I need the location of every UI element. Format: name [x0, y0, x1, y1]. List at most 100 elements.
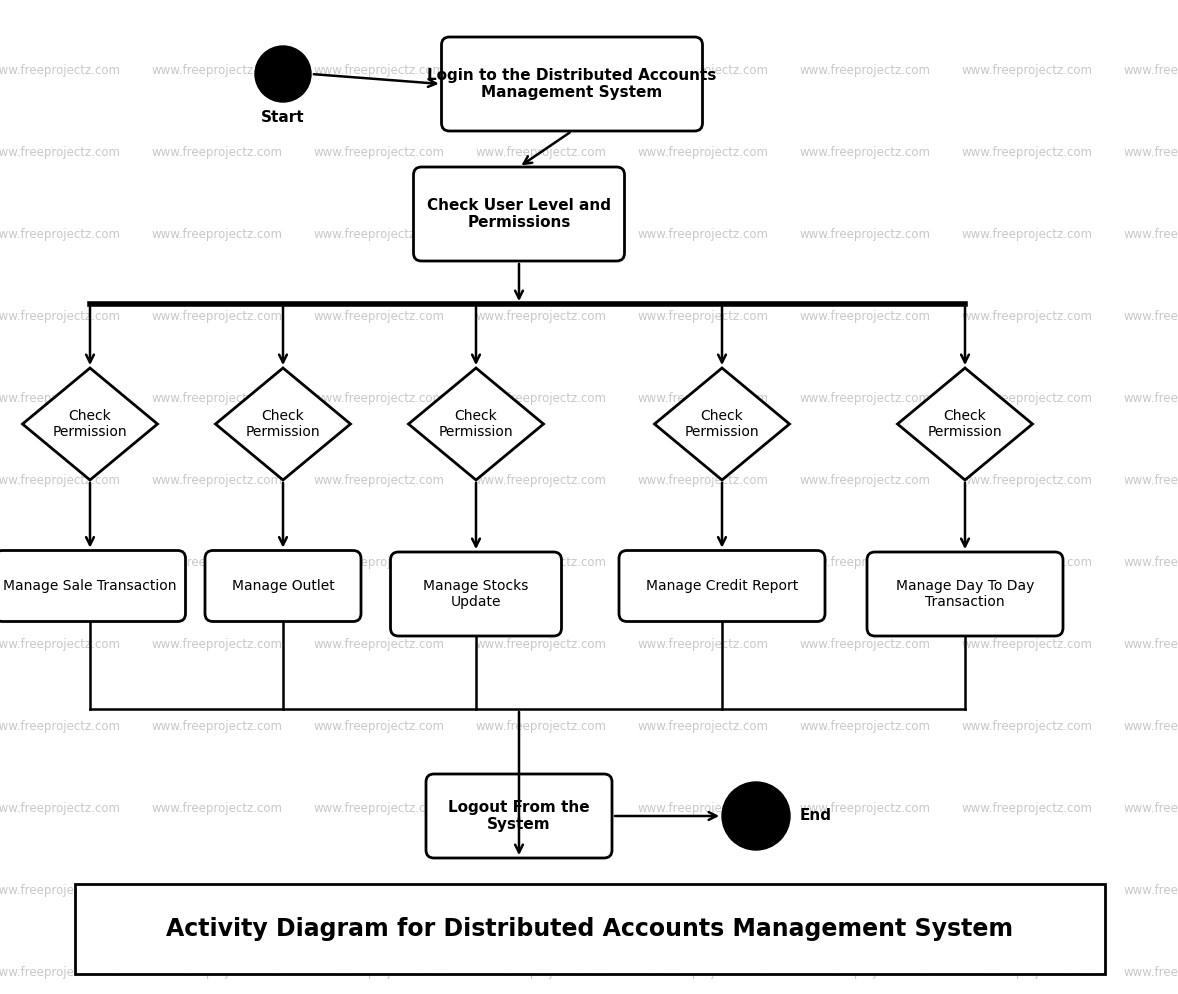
Text: www.freeprojectz.com: www.freeprojectz.com [476, 556, 607, 569]
FancyBboxPatch shape [205, 551, 360, 621]
Text: www.freeprojectz.com: www.freeprojectz.com [315, 884, 445, 897]
Text: www.freeprojectz.com: www.freeprojectz.com [638, 474, 769, 487]
Text: www.freeprojectz.com: www.freeprojectz.com [476, 966, 607, 979]
Text: www.freeprojectz.com: www.freeprojectz.com [962, 802, 1093, 815]
Polygon shape [409, 368, 543, 480]
Text: www.freeprojectz.com: www.freeprojectz.com [476, 802, 607, 815]
Text: www.freeprojectz.com: www.freeprojectz.com [476, 392, 607, 405]
Text: Check
Permission: Check Permission [246, 409, 320, 439]
Text: www.freeprojectz.com: www.freeprojectz.com [800, 884, 931, 897]
FancyBboxPatch shape [0, 551, 185, 621]
Text: www.freeprojectz.com: www.freeprojectz.com [1124, 884, 1178, 897]
Text: www.freeprojectz.com: www.freeprojectz.com [638, 802, 769, 815]
Text: www.freeprojectz.com: www.freeprojectz.com [0, 556, 121, 569]
Text: www.freeprojectz.com: www.freeprojectz.com [152, 146, 283, 159]
Text: www.freeprojectz.com: www.freeprojectz.com [476, 638, 607, 651]
Text: www.freeprojectz.com: www.freeprojectz.com [962, 146, 1093, 159]
Text: www.freeprojectz.com: www.freeprojectz.com [1124, 720, 1178, 733]
Text: www.freeprojectz.com: www.freeprojectz.com [800, 64, 931, 77]
Text: www.freeprojectz.com: www.freeprojectz.com [962, 310, 1093, 323]
Polygon shape [898, 368, 1032, 480]
Text: www.freeprojectz.com: www.freeprojectz.com [476, 228, 607, 241]
Text: www.freeprojectz.com: www.freeprojectz.com [152, 720, 283, 733]
Text: www.freeprojectz.com: www.freeprojectz.com [152, 556, 283, 569]
Text: www.freeprojectz.com: www.freeprojectz.com [476, 146, 607, 159]
Text: www.freeprojectz.com: www.freeprojectz.com [0, 64, 121, 77]
FancyBboxPatch shape [413, 167, 624, 261]
Text: www.freeprojectz.com: www.freeprojectz.com [315, 310, 445, 323]
Text: www.freeprojectz.com: www.freeprojectz.com [962, 720, 1093, 733]
Text: www.freeprojectz.com: www.freeprojectz.com [476, 310, 607, 323]
Text: www.freeprojectz.com: www.freeprojectz.com [962, 556, 1093, 569]
Text: Activity Diagram for Distributed Accounts Management System: Activity Diagram for Distributed Account… [166, 917, 1013, 941]
FancyBboxPatch shape [426, 774, 613, 858]
Text: Manage Credit Report: Manage Credit Report [646, 579, 799, 593]
Text: www.freeprojectz.com: www.freeprojectz.com [315, 146, 445, 159]
Text: www.freeprojectz.com: www.freeprojectz.com [800, 228, 931, 241]
Text: Login to the Distributed Accounts
Management System: Login to the Distributed Accounts Manage… [428, 68, 716, 100]
Text: www.freeprojectz.com: www.freeprojectz.com [0, 474, 121, 487]
Text: www.freeprojectz.com: www.freeprojectz.com [638, 884, 769, 897]
Text: Manage Day To Day
Transaction: Manage Day To Day Transaction [895, 579, 1034, 609]
Text: www.freeprojectz.com: www.freeprojectz.com [0, 310, 121, 323]
Text: www.freeprojectz.com: www.freeprojectz.com [1124, 228, 1178, 241]
FancyBboxPatch shape [618, 551, 825, 621]
Text: Manage Stocks
Update: Manage Stocks Update [423, 579, 529, 609]
Text: www.freeprojectz.com: www.freeprojectz.com [1124, 310, 1178, 323]
Text: www.freeprojectz.com: www.freeprojectz.com [0, 392, 121, 405]
Text: www.freeprojectz.com: www.freeprojectz.com [152, 474, 283, 487]
Text: www.freeprojectz.com: www.freeprojectz.com [0, 720, 121, 733]
Text: Check User Level and
Permissions: Check User Level and Permissions [426, 198, 611, 231]
Text: www.freeprojectz.com: www.freeprojectz.com [152, 966, 283, 979]
FancyBboxPatch shape [442, 37, 702, 131]
FancyBboxPatch shape [867, 552, 1063, 636]
Text: www.freeprojectz.com: www.freeprojectz.com [315, 474, 445, 487]
Text: Start: Start [262, 110, 305, 125]
Text: www.freeprojectz.com: www.freeprojectz.com [0, 802, 121, 815]
Text: www.freeprojectz.com: www.freeprojectz.com [962, 64, 1093, 77]
Polygon shape [22, 368, 158, 480]
FancyBboxPatch shape [390, 552, 562, 636]
Text: www.freeprojectz.com: www.freeprojectz.com [152, 802, 283, 815]
Text: Logout From the
System: Logout From the System [448, 800, 590, 832]
Text: www.freeprojectz.com: www.freeprojectz.com [152, 884, 283, 897]
Text: www.freeprojectz.com: www.freeprojectz.com [0, 966, 121, 979]
Text: www.freeprojectz.com: www.freeprojectz.com [800, 802, 931, 815]
Text: www.freeprojectz.com: www.freeprojectz.com [638, 638, 769, 651]
Text: Check
Permission: Check Permission [684, 409, 760, 439]
Text: Check
Permission: Check Permission [53, 409, 127, 439]
Text: www.freeprojectz.com: www.freeprojectz.com [962, 392, 1093, 405]
Text: www.freeprojectz.com: www.freeprojectz.com [638, 64, 769, 77]
Text: www.freeprojectz.com: www.freeprojectz.com [315, 720, 445, 733]
Text: www.freeprojectz.com: www.freeprojectz.com [315, 802, 445, 815]
Text: www.freeprojectz.com: www.freeprojectz.com [962, 474, 1093, 487]
Text: www.freeprojectz.com: www.freeprojectz.com [800, 556, 931, 569]
Text: www.freeprojectz.com: www.freeprojectz.com [1124, 64, 1178, 77]
Polygon shape [216, 368, 351, 480]
Text: Check
Permission: Check Permission [438, 409, 514, 439]
Text: www.freeprojectz.com: www.freeprojectz.com [638, 966, 769, 979]
Text: www.freeprojectz.com: www.freeprojectz.com [0, 228, 121, 241]
Text: www.freeprojectz.com: www.freeprojectz.com [800, 310, 931, 323]
Text: www.freeprojectz.com: www.freeprojectz.com [638, 720, 769, 733]
Text: www.freeprojectz.com: www.freeprojectz.com [0, 884, 121, 897]
Text: www.freeprojectz.com: www.freeprojectz.com [152, 228, 283, 241]
Text: www.freeprojectz.com: www.freeprojectz.com [800, 638, 931, 651]
Text: www.freeprojectz.com: www.freeprojectz.com [152, 392, 283, 405]
Text: www.freeprojectz.com: www.freeprojectz.com [962, 228, 1093, 241]
Text: www.freeprojectz.com: www.freeprojectz.com [476, 720, 607, 733]
Text: www.freeprojectz.com: www.freeprojectz.com [152, 310, 283, 323]
Text: www.freeprojectz.com: www.freeprojectz.com [315, 966, 445, 979]
Text: www.freeprojectz.com: www.freeprojectz.com [962, 884, 1093, 897]
FancyBboxPatch shape [75, 884, 1105, 974]
Text: Manage Outlet: Manage Outlet [232, 579, 335, 593]
Text: www.freeprojectz.com: www.freeprojectz.com [476, 474, 607, 487]
Text: www.freeprojectz.com: www.freeprojectz.com [1124, 392, 1178, 405]
Text: www.freeprojectz.com: www.freeprojectz.com [1124, 146, 1178, 159]
Text: www.freeprojectz.com: www.freeprojectz.com [800, 474, 931, 487]
Text: www.freeprojectz.com: www.freeprojectz.com [0, 638, 121, 651]
Text: www.freeprojectz.com: www.freeprojectz.com [315, 228, 445, 241]
Text: www.freeprojectz.com: www.freeprojectz.com [800, 966, 931, 979]
Text: www.freeprojectz.com: www.freeprojectz.com [1124, 556, 1178, 569]
Text: www.freeprojectz.com: www.freeprojectz.com [1124, 802, 1178, 815]
